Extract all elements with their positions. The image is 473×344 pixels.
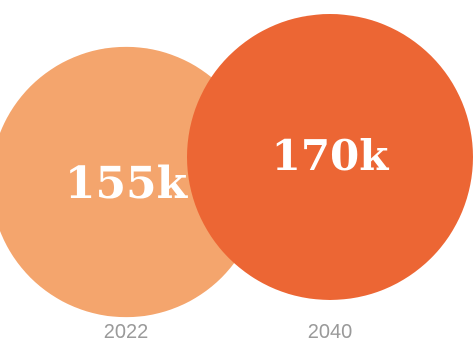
category-label: 2022 xyxy=(104,321,149,343)
bubbles-layer xyxy=(0,14,473,318)
labels-layer: 155k 2022 170k 2040 xyxy=(65,131,389,343)
bubble-2040 xyxy=(187,14,473,300)
bubble-value-label: 155k xyxy=(65,158,189,209)
category-label: 2040 xyxy=(308,321,353,343)
bubble-value-label: 170k xyxy=(272,131,390,180)
